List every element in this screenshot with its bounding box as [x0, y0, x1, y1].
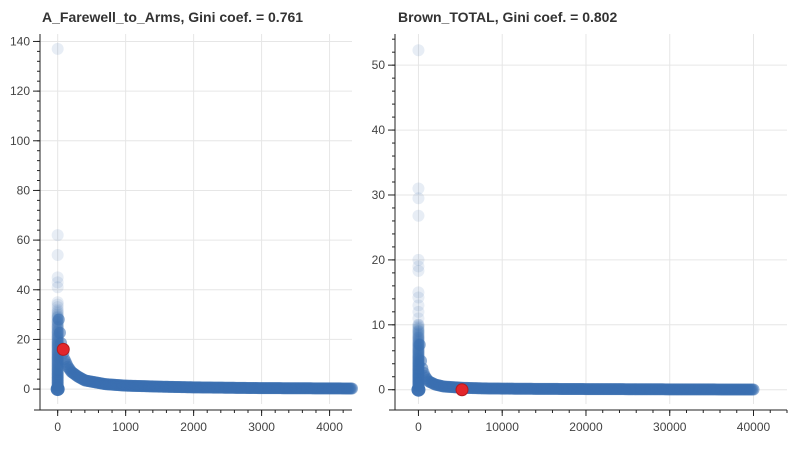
data-point — [412, 325, 425, 338]
data-point — [412, 305, 425, 318]
data-point — [51, 42, 64, 55]
data-point — [412, 291, 425, 304]
data-point — [411, 382, 426, 397]
data-point — [51, 249, 64, 262]
data-point — [412, 299, 425, 312]
x-tick-label: 20000 — [569, 420, 603, 434]
grid-lines — [40, 34, 352, 404]
y-tick-label: 40 — [17, 283, 31, 297]
highlight-point — [56, 342, 70, 356]
data-point — [51, 367, 64, 380]
chart-panel-right: Brown_TOTAL, Gini coef. = 0.802 0 10 20 30 4… — [355, 0, 795, 460]
y-tick-label: 30 — [372, 188, 386, 202]
chart-title-left: A_Farewell_to_Arms, Gini coef. = 0.761 — [42, 9, 304, 25]
data-point — [412, 253, 425, 266]
data-point — [413, 338, 426, 351]
y-tick-label: 100 — [10, 134, 30, 148]
data-point — [52, 313, 65, 326]
data-points — [50, 42, 358, 397]
data-point — [412, 323, 425, 336]
x-tick-label: 0 — [415, 420, 422, 434]
y-tick-label: 20 — [17, 332, 31, 346]
data-point — [412, 192, 425, 205]
data-point — [50, 382, 65, 397]
data-point — [412, 325, 425, 338]
data-point — [412, 318, 425, 331]
y-tick-label: 10 — [372, 318, 386, 332]
x-tick-label: 2000 — [180, 420, 207, 434]
scatter-plot-left: 0 20 40 60 80 100 120 140 0 1000 2000 3000 4000 — [10, 34, 358, 434]
data-point — [412, 260, 425, 273]
x-tick-label: 3000 — [248, 420, 275, 434]
data-point — [51, 296, 64, 309]
data-point — [412, 320, 425, 333]
data-points — [411, 44, 760, 397]
y-tick-label: 80 — [17, 183, 31, 197]
data-point — [51, 368, 64, 381]
axes: 0 20 40 60 80 100 120 140 0 1000 2000 3000 4000 — [10, 34, 352, 434]
data-point — [51, 365, 64, 378]
data-point — [51, 369, 64, 382]
x-tick-label: 30000 — [653, 420, 687, 434]
grid-lines — [395, 34, 787, 404]
y-tick-label: 0 — [23, 382, 30, 396]
data-point — [412, 44, 425, 57]
data-point — [346, 382, 358, 395]
x-tick-label: 0 — [54, 420, 61, 434]
data-point — [51, 364, 64, 377]
scatter-plot-right: 0 10 20 30 40 50 0 10000 20000 30000 40000 — [372, 34, 788, 434]
data-point — [51, 276, 64, 289]
data-point — [51, 298, 64, 311]
data-point — [412, 326, 425, 339]
highlight-point — [455, 383, 469, 397]
y-tick-label: 20 — [372, 253, 386, 267]
data-point — [412, 209, 425, 222]
y-tick-label: 120 — [10, 84, 30, 98]
data-point — [51, 229, 64, 242]
data-point — [51, 281, 64, 294]
x-tick-label: 10000 — [486, 420, 520, 434]
data-point — [412, 324, 425, 337]
x-tick-label: 4000 — [316, 420, 343, 434]
data-point — [53, 326, 66, 339]
y-tick-label: 50 — [372, 58, 386, 72]
data-point — [412, 327, 425, 340]
data-point — [412, 319, 425, 332]
data-point — [412, 264, 425, 277]
chart-title-right: Brown_TOTAL, Gini coef. = 0.802 — [398, 9, 618, 25]
y-tick-label: 0 — [378, 383, 385, 397]
data-point — [412, 329, 425, 342]
data-point — [412, 328, 425, 341]
data-point — [51, 372, 64, 385]
y-tick-label: 40 — [372, 123, 386, 137]
data-point — [412, 286, 425, 299]
data-point — [51, 363, 64, 376]
y-tick-label: 60 — [17, 233, 31, 247]
x-tick-label: 1000 — [112, 420, 139, 434]
data-point — [412, 312, 425, 325]
data-point — [51, 371, 64, 384]
data-point — [51, 303, 64, 316]
chart-panel-left: A_Farewell_to_Arms, Gini coef. = 0.761 0… — [0, 0, 360, 460]
data-point — [412, 322, 425, 335]
data-point — [412, 318, 425, 331]
x-tick-label: 40000 — [737, 420, 771, 434]
data-point — [412, 182, 425, 195]
data-point — [51, 301, 64, 314]
data-point — [747, 383, 760, 396]
axes: 0 10 20 30 40 50 0 10000 20000 30000 40000 — [372, 34, 788, 434]
y-tick-label: 140 — [10, 34, 30, 48]
data-point — [51, 271, 64, 284]
